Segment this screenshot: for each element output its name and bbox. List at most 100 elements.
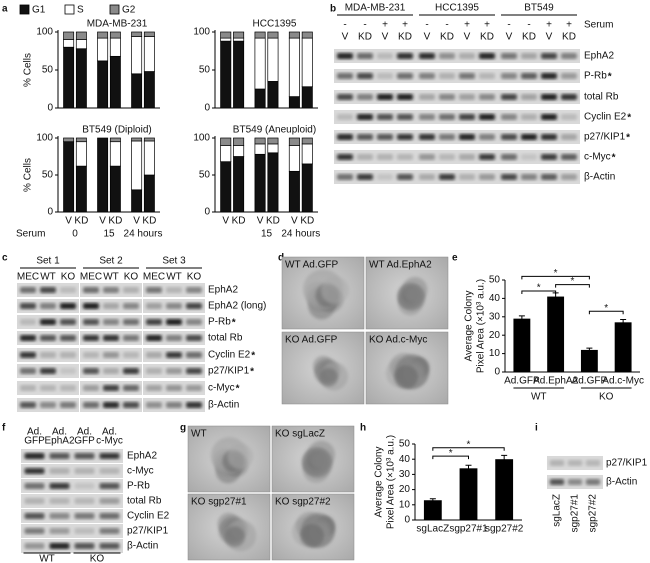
x-tick-label: Ad.GFP — [572, 376, 608, 387]
blot-band — [377, 154, 393, 160]
x-tick-label: sgLacZ — [416, 524, 449, 535]
blot-strip — [21, 509, 123, 523]
blot-band — [146, 352, 162, 358]
x-tick-label: KD — [108, 216, 122, 227]
blot-band — [103, 368, 119, 374]
bar-segment — [131, 31, 143, 37]
bar-segment — [267, 137, 279, 145]
lane-label: sgp27#1 — [570, 494, 581, 533]
bar-segment — [63, 137, 75, 143]
serum-label: + — [566, 20, 572, 31]
blot-band — [20, 287, 36, 293]
blot-band — [439, 134, 455, 140]
bar-segment — [301, 137, 313, 145]
y-axis-label: Average Colony — [374, 447, 385, 518]
significance-label: * — [604, 303, 608, 314]
blot-band — [521, 114, 537, 120]
band-label: EphA2 — [584, 51, 614, 62]
blot-band — [123, 368, 139, 374]
blot-band — [83, 287, 99, 293]
blot-band — [337, 134, 353, 140]
lane-label: KD — [398, 32, 412, 43]
bar — [547, 296, 565, 372]
blot-band — [357, 154, 373, 160]
blot-strip — [334, 90, 416, 104]
blot-band — [74, 483, 95, 489]
band-label: P-Rb — [127, 481, 150, 492]
bar-segment — [288, 31, 300, 39]
blot-band — [186, 287, 202, 293]
bar-segment — [254, 143, 266, 155]
blot-band — [561, 73, 577, 79]
y-tick-label: 20 — [399, 484, 411, 495]
blot-band — [103, 287, 119, 293]
blot-band — [74, 498, 95, 504]
significance-bracket — [555, 284, 590, 288]
band-label: p27/KIP1 — [584, 132, 626, 143]
x-tick-label: KD — [74, 216, 88, 227]
blot-band — [377, 134, 393, 140]
band-mark: * — [232, 318, 236, 329]
blot-band — [83, 303, 99, 309]
image-label: KO Ad.c-Myc — [369, 335, 427, 346]
band-mark: * — [251, 351, 255, 362]
bar-segment — [131, 189, 143, 213]
bar-segment — [97, 31, 109, 39]
blot-band — [337, 94, 353, 100]
blot-band — [561, 174, 577, 180]
legend-label: G2 — [122, 5, 136, 16]
blot-band — [549, 479, 565, 485]
blot-band — [357, 134, 373, 140]
blot-band — [103, 402, 119, 408]
lane-label: WT — [103, 272, 119, 283]
lane-label: MEC — [17, 272, 39, 283]
bar-segment — [143, 31, 155, 37]
cell-line-label: MDA-MB-231 — [345, 3, 406, 14]
bar-segment — [301, 37, 313, 88]
bar-segment — [267, 143, 279, 154]
blot-band — [541, 114, 557, 120]
serum-label: + — [484, 20, 490, 31]
band-mark: * — [250, 367, 254, 378]
y-axis-label: % Cells — [23, 158, 34, 192]
blot-band — [479, 53, 495, 59]
blot-strip — [334, 130, 416, 144]
blot-band — [103, 335, 119, 341]
blot-band — [146, 287, 162, 293]
serum-label: - — [445, 20, 448, 31]
blot-band — [49, 468, 70, 474]
serum-label: + — [464, 20, 470, 31]
blot-band — [40, 352, 56, 358]
blot-band — [83, 368, 99, 374]
blot-band — [40, 402, 56, 408]
lane-label: MEC — [80, 272, 102, 283]
blot-band — [83, 402, 99, 408]
bar-segment — [288, 170, 300, 213]
group-label: 0 — [72, 229, 78, 240]
colony — [224, 526, 246, 547]
band-mark: * — [612, 153, 616, 164]
blot-band — [186, 385, 202, 391]
blot-band — [83, 335, 99, 341]
blot-band — [501, 154, 517, 160]
bar-segment — [301, 163, 313, 213]
bar-segment — [233, 37, 245, 42]
blot-band — [337, 53, 353, 59]
lane-label: V — [342, 32, 349, 43]
bar-segment — [254, 88, 266, 109]
group-label: 15 — [261, 229, 273, 240]
y-tick-label: 30 — [399, 469, 411, 480]
bar-segment — [267, 152, 279, 213]
bar-segment — [75, 39, 87, 50]
blot-band — [439, 114, 455, 120]
group-label: 24 hours — [281, 229, 320, 240]
band-label: p27/KIP1 — [606, 458, 648, 469]
bar-segment — [131, 137, 143, 142]
blot-band — [501, 114, 517, 120]
blot-band — [123, 402, 139, 408]
bar-segment — [301, 31, 313, 39]
blot-band — [479, 114, 495, 120]
y-tick-label: 0 — [404, 515, 410, 526]
x-tick-label: sgp27#1 — [449, 524, 488, 535]
blot-band — [419, 114, 435, 120]
